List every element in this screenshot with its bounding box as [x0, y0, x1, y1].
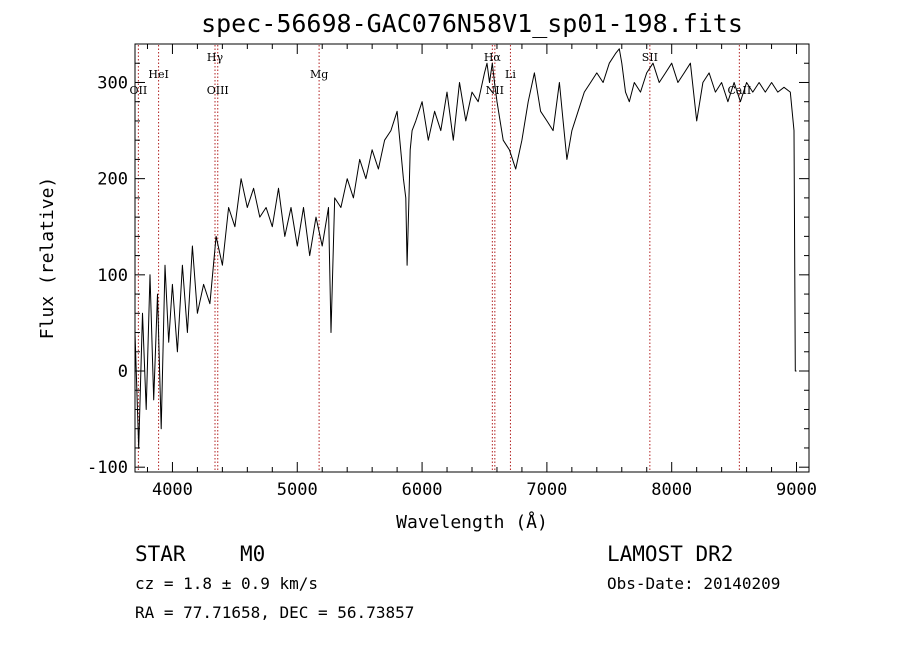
- spectral-line-label: SII: [642, 51, 658, 64]
- spectral-line-label: OIII: [207, 84, 229, 97]
- x-tick-label: 5000: [277, 480, 318, 500]
- x-tick-label: 4000: [152, 480, 193, 500]
- coordinates-readout: RA = 77.71658, DEC = 56.73857: [135, 603, 414, 622]
- x-tick-label: 9000: [776, 480, 817, 500]
- x-axis-label: Wavelength (Å): [396, 511, 548, 533]
- spectral-line-label: HeI: [148, 68, 168, 81]
- survey-name: LAMOST DR2: [607, 542, 733, 566]
- redshift-readout: cz = 1.8 ± 0.9 km/s: [135, 574, 318, 593]
- spectral-line-label: Hα: [484, 51, 502, 64]
- spectral-line-label: Mg: [310, 68, 328, 81]
- y-tick-label: -100: [87, 458, 128, 478]
- spectral-line-markers: [137, 45, 740, 471]
- spectral-line-label: Li: [505, 68, 516, 81]
- observation-date: Obs-Date: 20140209: [607, 574, 780, 593]
- y-tick-label: 200: [97, 170, 128, 190]
- spectrum-line: [134, 48, 797, 449]
- plot-frame: [134, 43, 810, 473]
- y-tick-label: 100: [97, 266, 128, 286]
- spectral-line-label: OII: [130, 84, 148, 97]
- spectral-line-label: NII: [486, 84, 504, 97]
- y-tick-label: 300: [97, 73, 128, 93]
- chart-title: spec-56698-GAC076N58V1_sp01-198.fits: [201, 9, 743, 38]
- object-subclass: M0: [240, 542, 265, 566]
- x-tick-label: 6000: [402, 480, 443, 500]
- axis-tick-labels: 4000 5000 6000 7000 8000 9000 -100 0 100 200 300: [87, 73, 817, 500]
- axis-ticks: [135, 43, 809, 472]
- spectral-line-label: Hγ: [207, 51, 224, 64]
- x-tick-label: 7000: [526, 480, 567, 500]
- object-class: STAR: [135, 542, 186, 566]
- x-tick-label: 8000: [651, 480, 692, 500]
- y-axis-label: Flux (relative): [37, 177, 58, 340]
- y-tick-label: 0: [118, 362, 128, 382]
